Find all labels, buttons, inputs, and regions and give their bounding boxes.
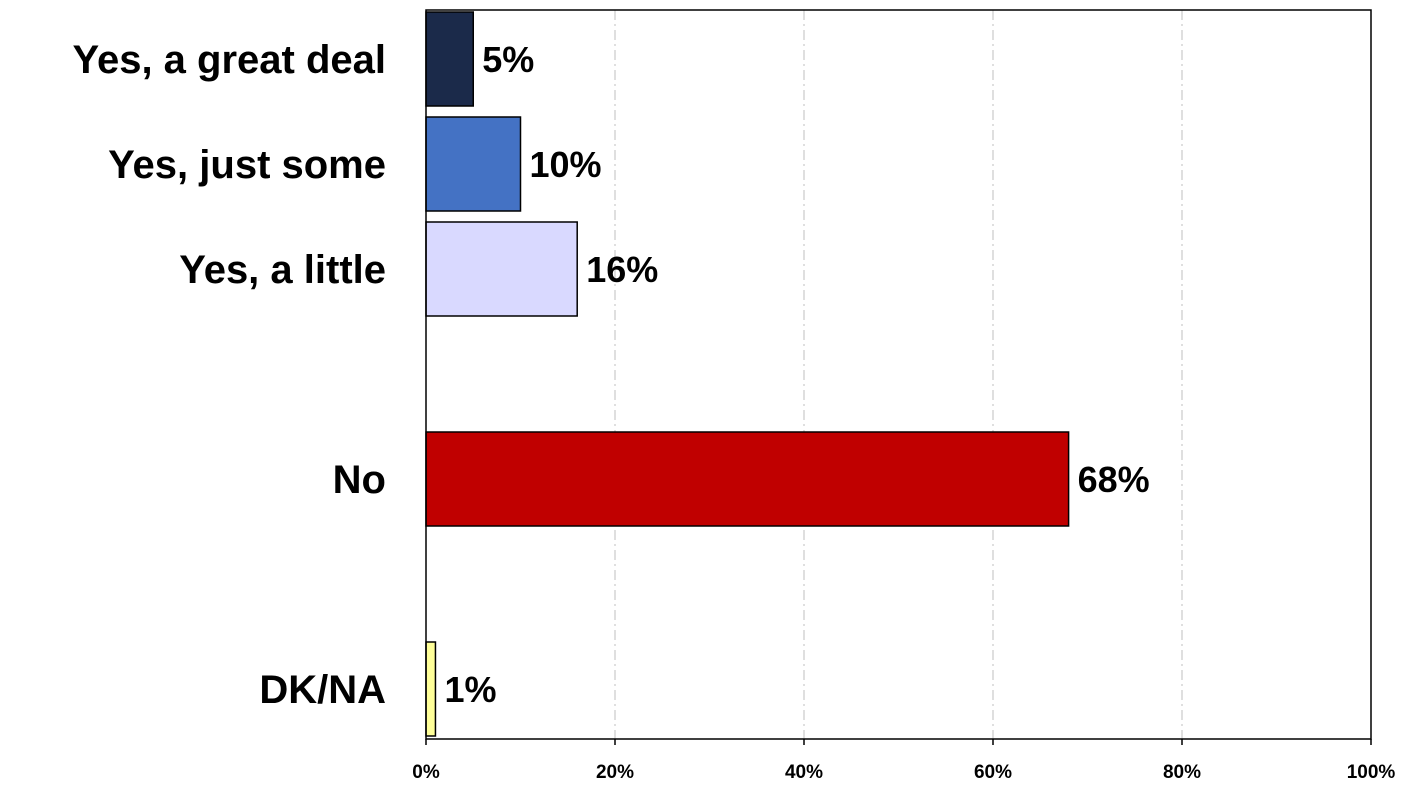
x-tick-label: 80% bbox=[1163, 762, 1201, 783]
bar bbox=[425, 11, 474, 107]
bars bbox=[425, 11, 1070, 737]
bar bbox=[425, 431, 1070, 527]
plot-border bbox=[425, 9, 1372, 740]
x-tick-label: 40% bbox=[785, 762, 823, 783]
category-label: Yes, just some bbox=[108, 143, 386, 187]
value-label: 10% bbox=[530, 144, 602, 185]
category-label: DK/NA bbox=[259, 668, 386, 712]
x-tick-label: 100% bbox=[1347, 762, 1396, 783]
value-label: 5% bbox=[482, 39, 534, 80]
category-label: Yes, a great deal bbox=[72, 38, 386, 82]
category-label: Yes, a little bbox=[179, 248, 386, 292]
bar bbox=[425, 221, 578, 317]
bar bbox=[425, 641, 437, 737]
labels: 0% 20% 40% 60% 80% 100% Yes, a great deal 5% Yes… bbox=[72, 38, 1395, 783]
value-label: 16% bbox=[586, 249, 658, 290]
x-tick-label: 20% bbox=[596, 762, 634, 783]
category-label: No bbox=[333, 458, 386, 502]
value-label: 1% bbox=[444, 669, 496, 710]
x-tick-label: 60% bbox=[974, 762, 1012, 783]
gridlines bbox=[614, 10, 1183, 739]
value-label: 68% bbox=[1078, 459, 1150, 500]
plot-frame bbox=[425, 9, 1372, 745]
x-tick-label: 0% bbox=[412, 762, 440, 783]
bar bbox=[425, 116, 522, 212]
